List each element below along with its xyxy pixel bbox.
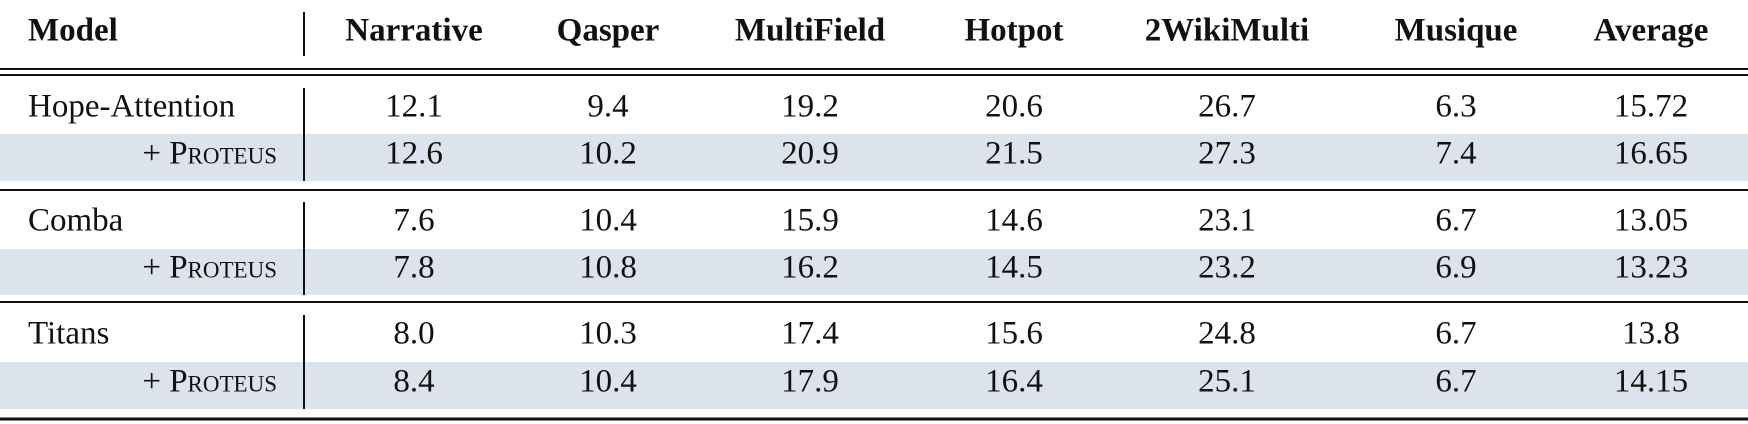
score-cell: 24.8 xyxy=(1198,316,1256,352)
score-cell: 14.15 xyxy=(1614,364,1688,400)
score-cell: 7.8 xyxy=(393,250,434,286)
score-cell: 6.7 xyxy=(1435,316,1476,352)
score-cell: 27.3 xyxy=(1198,136,1256,172)
score-cell: 21.5 xyxy=(985,136,1043,172)
score-cell: 16.4 xyxy=(985,364,1043,400)
variant-name: + Proteus xyxy=(142,364,277,400)
score-cell: 13.05 xyxy=(1614,203,1688,239)
header-cell: Qasper xyxy=(557,13,660,49)
variant-name: + Proteus xyxy=(142,136,277,172)
score-cell: 15.72 xyxy=(1614,89,1688,125)
score-cell: 19.2 xyxy=(781,89,839,125)
score-cell: 8.0 xyxy=(393,316,434,352)
row-shade xyxy=(0,249,1748,295)
header-cell: Average xyxy=(1594,13,1709,49)
score-cell: 10.3 xyxy=(579,316,637,352)
score-cell: 17.9 xyxy=(781,364,839,400)
score-cell: 20.6 xyxy=(985,89,1043,125)
score-cell: 20.9 xyxy=(781,136,839,172)
model-name: Comba xyxy=(28,203,124,239)
score-cell: 13.8 xyxy=(1622,316,1680,352)
score-cell: 10.4 xyxy=(579,203,637,239)
score-cell: 23.1 xyxy=(1198,203,1256,239)
score-cell: 16.65 xyxy=(1614,136,1688,172)
score-cell: 26.7 xyxy=(1198,89,1256,125)
score-cell: 9.4 xyxy=(587,89,628,125)
header-cell: 2WikiMulti xyxy=(1145,13,1309,49)
score-cell: 15.6 xyxy=(985,316,1043,352)
header-cell: Hotpot xyxy=(965,13,1064,49)
header-cell: Musique xyxy=(1395,13,1518,49)
score-cell: 14.5 xyxy=(985,250,1043,286)
score-cell: 6.7 xyxy=(1435,364,1476,400)
score-cell: 17.4 xyxy=(781,316,839,352)
score-cell: 12.1 xyxy=(385,89,443,125)
score-cell: 10.4 xyxy=(579,364,637,400)
row-shade xyxy=(0,362,1748,409)
variant-name: + Proteus xyxy=(142,250,277,286)
score-cell: 7.6 xyxy=(393,203,434,239)
score-cell: 13.23 xyxy=(1614,250,1688,286)
score-cell: 15.9 xyxy=(781,203,839,239)
score-cell: 25.1 xyxy=(1198,364,1256,400)
row-shade xyxy=(0,134,1748,181)
score-cell: 10.8 xyxy=(579,250,637,286)
score-cell: 12.6 xyxy=(385,136,443,172)
score-cell: 14.6 xyxy=(985,203,1043,239)
header-cell: Model xyxy=(28,13,118,49)
score-cell: 6.7 xyxy=(1435,203,1476,239)
score-cell: 8.4 xyxy=(393,364,434,400)
score-cell: 6.9 xyxy=(1435,250,1476,286)
score-cell: 10.2 xyxy=(579,136,637,172)
score-cell: 16.2 xyxy=(781,250,839,286)
model-name: Hope-Attention xyxy=(28,89,235,125)
score-cell: 6.3 xyxy=(1435,89,1476,125)
model-name: Titans xyxy=(28,316,109,352)
score-cell: 23.2 xyxy=(1198,250,1256,286)
score-cell: 7.4 xyxy=(1435,136,1476,172)
header-cell: MultiField xyxy=(735,13,885,49)
header-cell: Narrative xyxy=(345,13,482,49)
